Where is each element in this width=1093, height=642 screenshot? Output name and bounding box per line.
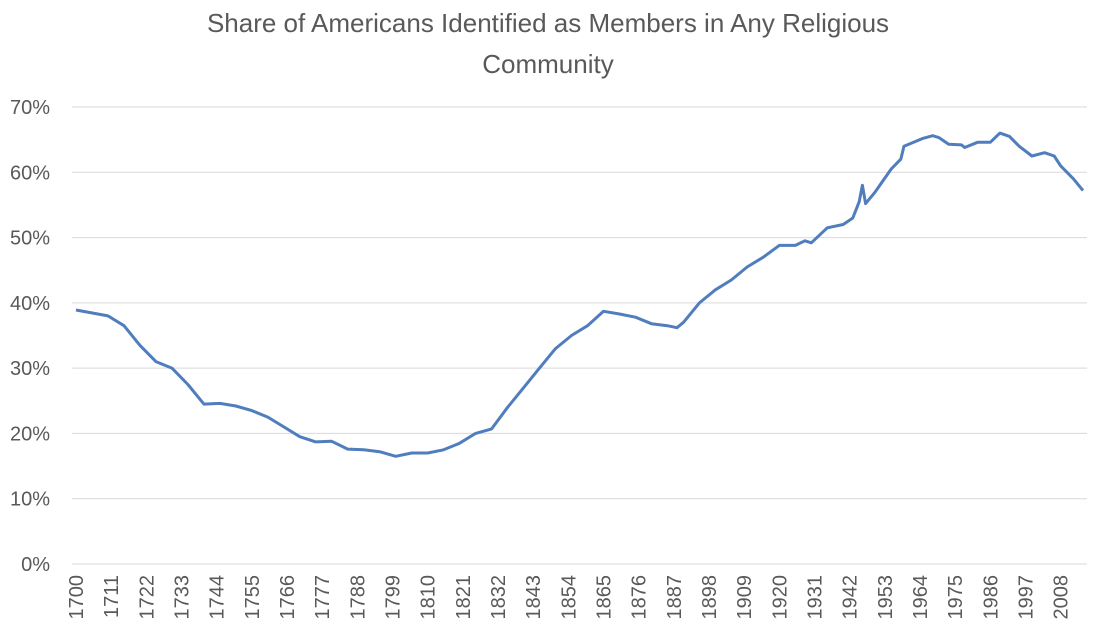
x-tick-label: 1920 <box>769 575 791 620</box>
x-tick-label: 1832 <box>488 575 510 620</box>
x-tick-label: 1964 <box>910 575 932 620</box>
x-tick-label: 1733 <box>171 575 193 620</box>
x-tick-label: 1755 <box>242 575 264 620</box>
x-tick-label: 1843 <box>523 575 545 620</box>
line <box>75 131 1085 458</box>
x-tick-label: 1700 <box>66 575 88 620</box>
x-tick-label: 1876 <box>629 575 651 620</box>
x-tick-label: 2008 <box>1051 575 1073 620</box>
x-tick-label: 1766 <box>277 575 299 620</box>
x-tick-label: 1865 <box>593 575 615 620</box>
x-tick-label: 1975 <box>945 575 967 620</box>
x-tick-label: 1711 <box>101 575 123 618</box>
x-tick-label: 1942 <box>840 575 862 620</box>
x-tick-label: 1931 <box>804 575 826 620</box>
y-tick-label: 60% <box>10 162 50 184</box>
x-tick-label: 1909 <box>734 575 756 620</box>
y-tick-label: 30% <box>10 358 50 380</box>
x-tick-label: 1997 <box>1015 575 1037 620</box>
x-tick-label: 1777 <box>312 575 334 620</box>
y-tick-label: 0% <box>21 554 50 576</box>
chart-title: Share of Americans Identified as Members… <box>207 8 889 38</box>
x-tick-label: 1744 <box>207 575 229 620</box>
y-tick-label: 70% <box>10 97 50 119</box>
x-tick-label: 1854 <box>558 575 580 620</box>
x-tick-label: 1722 <box>136 575 158 620</box>
x-tick-label: 1887 <box>664 575 686 620</box>
x-tick-label: 1821 <box>453 575 475 620</box>
y-tick-label: 40% <box>10 293 50 315</box>
x-tick-label: 1953 <box>875 575 897 620</box>
chart-title: Community <box>482 49 613 79</box>
x-tick-label: 1810 <box>418 575 440 620</box>
x-tick-label: 1788 <box>347 575 369 620</box>
y-tick-label: 20% <box>10 423 50 445</box>
x-tick-label: 1898 <box>699 575 721 620</box>
x-tick-label: 1799 <box>382 575 404 620</box>
y-tick-label: 10% <box>10 489 50 511</box>
y-tick-label: 50% <box>10 228 50 250</box>
x-tick-label: 1986 <box>980 575 1002 620</box>
